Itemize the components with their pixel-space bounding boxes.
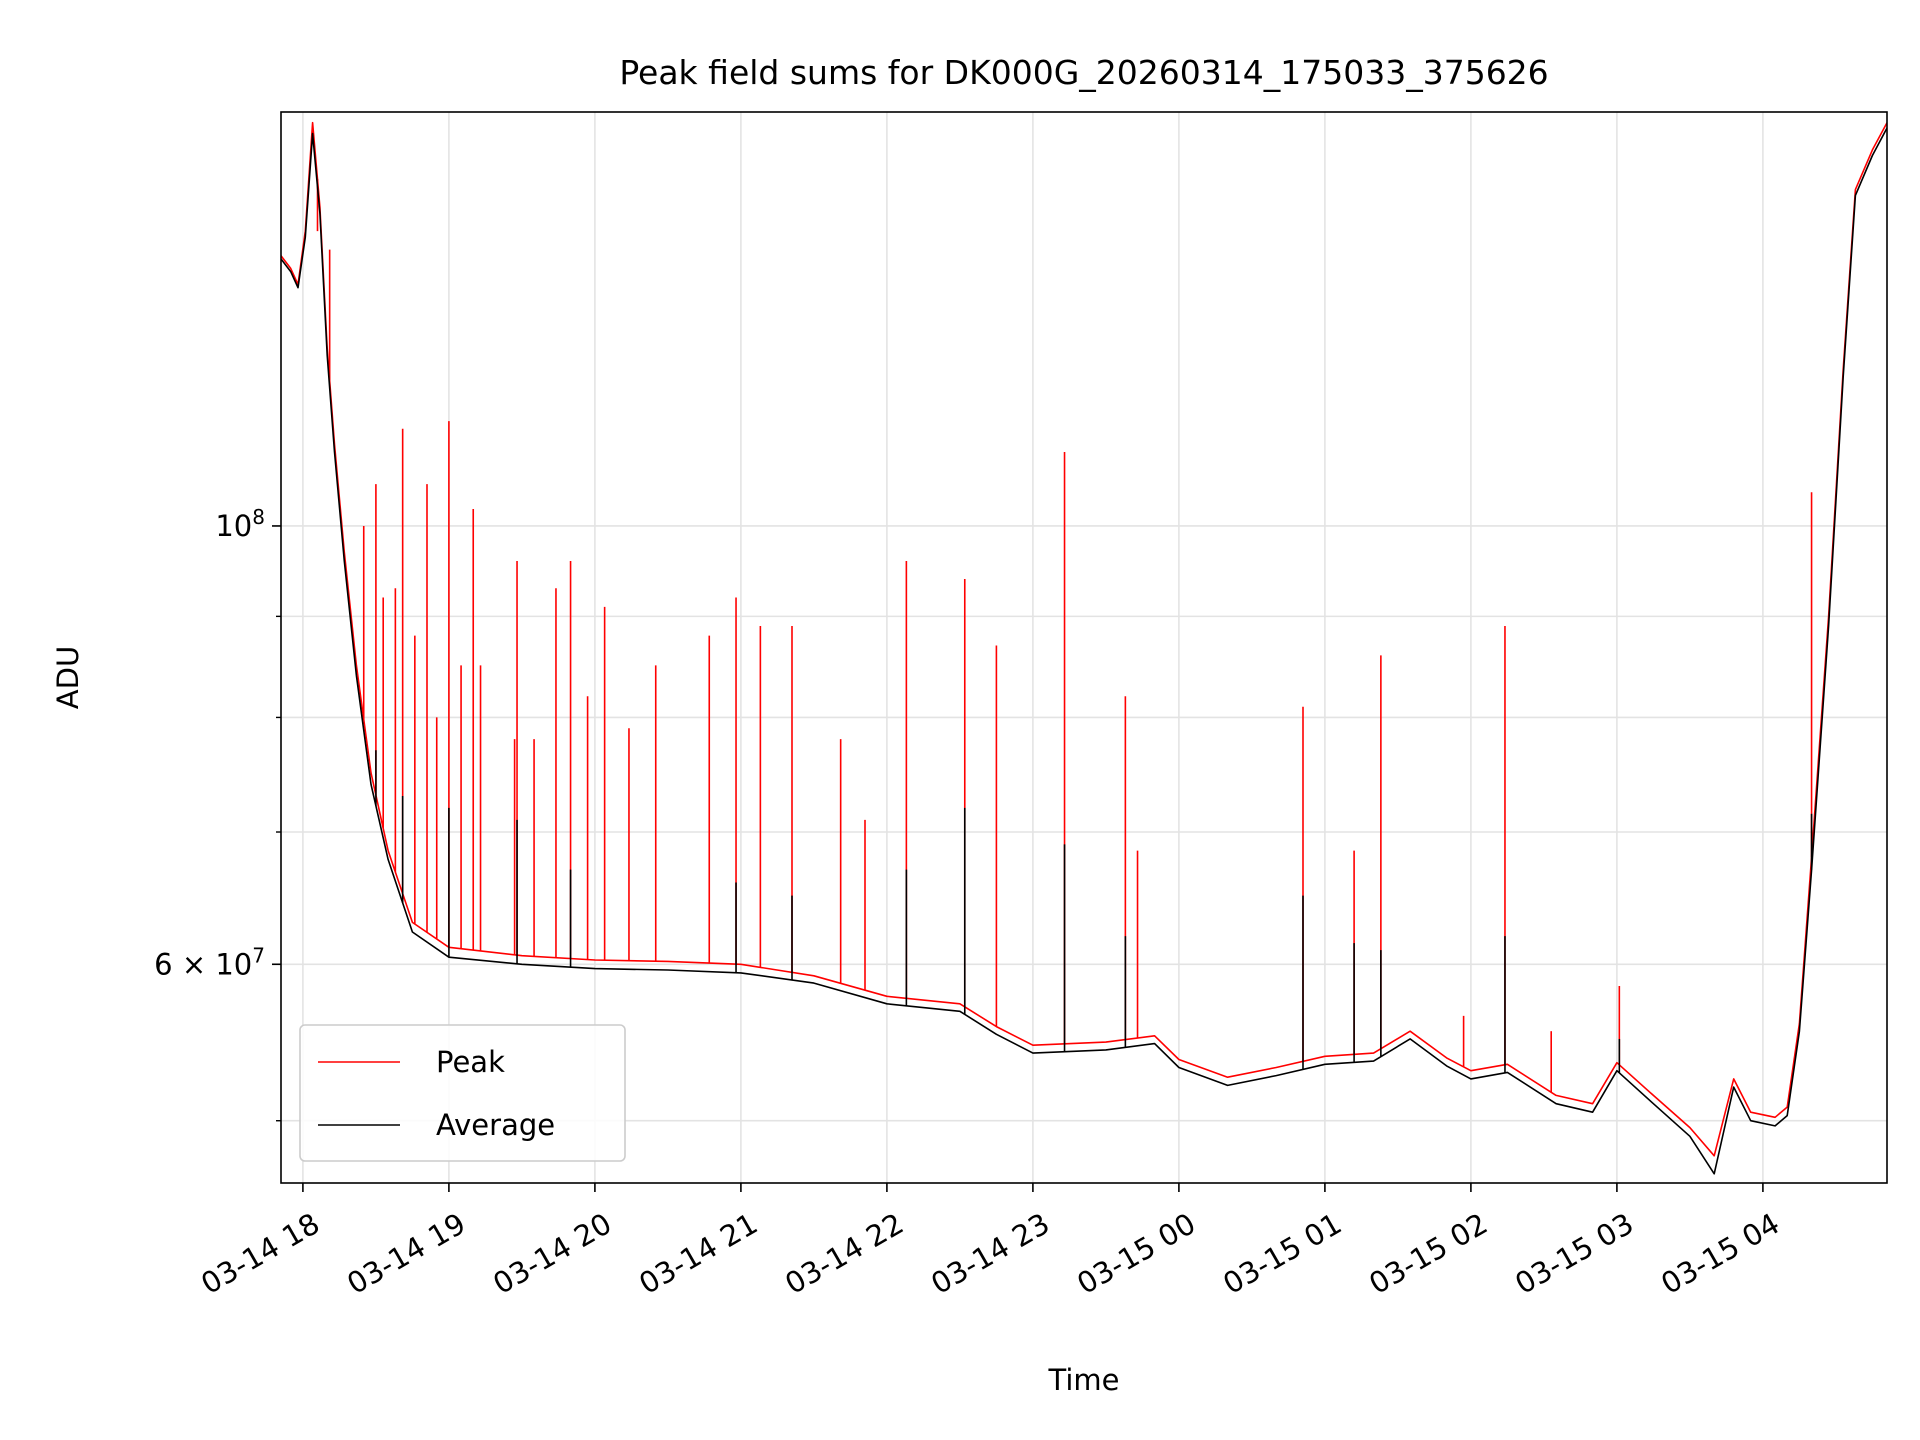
- plot-frame: [280, 111, 1888, 1184]
- chart-title: Peak field sums for DK000G_20260314_1750…: [619, 53, 1548, 92]
- y-tick-label: 6 × 107: [154, 943, 265, 981]
- series-average: [281, 127, 1887, 1175]
- grid: [281, 112, 1887, 1183]
- y-axis-label: ADU: [51, 646, 85, 709]
- legend-box: [299, 1024, 626, 1162]
- y-tick-label: 108: [215, 505, 265, 543]
- legend: Peak Average: [299, 1024, 626, 1162]
- legend-label-average: Average: [436, 1108, 555, 1142]
- x-axis-label: Time: [1048, 1363, 1120, 1397]
- series-line-average: [281, 127, 1887, 1175]
- series-line-peak: [281, 121, 1887, 1157]
- series-layer: [281, 121, 1887, 1175]
- legend-label-peak: Peak: [436, 1045, 505, 1079]
